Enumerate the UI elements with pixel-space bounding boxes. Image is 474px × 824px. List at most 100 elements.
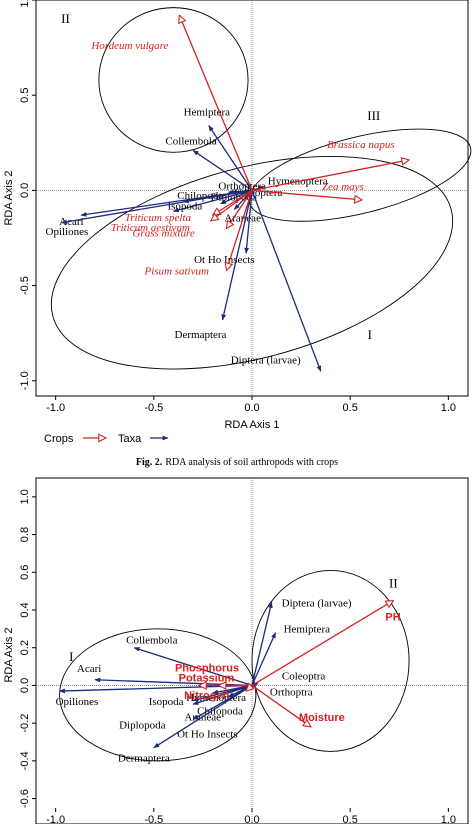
vectors: Diptera (larvae) Hemiptera Collembola Acari…	[56, 575, 401, 764]
legend: Crops Taxa	[44, 433, 169, 445]
y-tick-label: -0.6	[19, 789, 31, 808]
taxa-label-ot-ho-insects: Ot Ho Insects	[177, 728, 238, 740]
y-tick-label: -0.5	[19, 276, 31, 295]
env-vector-ph	[251, 601, 393, 686]
y-tick-label: 1.0	[19, 0, 31, 8]
y-tick-label: 0.2	[19, 640, 31, 655]
env-label-nitrogen: Nitrogen	[184, 690, 230, 702]
y-tick-label: 0.8	[19, 527, 31, 542]
caption-label: Fig. 2.	[136, 457, 163, 468]
crop-vector-triticum-aestivum	[211, 189, 253, 220]
taxa-label-coleoptra: Coleoptra	[282, 671, 325, 683]
taxa-label-opiliones: Opiliones	[46, 226, 89, 238]
group-ellipse-ii	[251, 569, 410, 752]
taxa-label-acari: Acari	[59, 216, 83, 228]
crop-vector-zea-mays	[251, 189, 362, 200]
taxa-vector-hemiptera	[251, 632, 277, 686]
y-tick-label: 0.5	[19, 88, 31, 103]
group-ellipses	[59, 569, 410, 762]
x-tick-label: -0.5	[144, 402, 163, 414]
rda-environment-plot: -1.0 -0.5 0.0 0.5 1.0 -0.6 -0.4 -0.2 0.0 0.2 0.4 0.…	[3, 477, 469, 824]
crop-label-triticum-spelta: Triticum spelta	[125, 212, 192, 224]
x-tick-label: 0.5	[343, 814, 358, 824]
taxa-label-isopoda: Isopoda	[149, 696, 184, 708]
taxa-label-hemiptera: Hemiptera	[284, 624, 331, 636]
x-tick-label: 0.0	[244, 814, 259, 824]
taxa-vector-collembola	[133, 647, 253, 687]
crop-vector-pisum-sativum	[226, 190, 253, 270]
env-label-phosphorus: Phosphorus	[175, 662, 239, 674]
taxa-label-ot-ho-insects: Ot Ho Insects	[194, 254, 255, 266]
crop-vector-grass-mixture	[226, 190, 253, 228]
x-tick-label: 0.0	[244, 402, 259, 414]
taxa-vector-diplopoda	[220, 189, 253, 205]
taxa-vector-dermaptera	[153, 684, 253, 749]
x-tick-label: -1.0	[46, 402, 65, 414]
x-tick-label: -0.5	[144, 814, 163, 824]
crop-vector-brassica-napus	[251, 160, 409, 192]
y-tick-label: -0.4	[19, 751, 31, 770]
x-tick-label: 1.0	[441, 402, 456, 414]
taxa-vector-collembola	[192, 149, 253, 191]
taxa-vector-dermaptera	[221, 190, 253, 321]
taxa-label-chilopoda: Chilopoda	[177, 190, 223, 202]
group-label-iii: III	[367, 108, 380, 123]
crop-label-triticum-aestivum: Triticum aestivum	[111, 222, 190, 234]
y-tick-label: 0.0	[19, 183, 31, 198]
taxa-label-acari: Acari	[77, 663, 101, 675]
taxa-label-diptera-larvae: Diptera (larvae)	[282, 597, 352, 609]
env-label-ph: PH	[385, 612, 400, 624]
vectors: HemipteraCollembolaHymenopteraOrthoptera…	[46, 11, 410, 372]
taxa-vector-diplopoda	[192, 684, 253, 702]
env-label-potassium: Potassium	[179, 672, 235, 684]
y-tick-label: 0.6	[19, 565, 31, 580]
x-tick-label: 1.0	[441, 814, 456, 824]
crop-label-brassica-napus: Brassica napus	[327, 139, 395, 151]
rda-crops-plot: -1.0 -0.5 0.0 0.5 1.0 -1.0 -0.5 0.0 0.5 1.0 Hemip…	[3, 0, 472, 431]
group-ellipse-i	[50, 155, 454, 370]
taxa-label-hemiptera: Hemiptera	[184, 107, 231, 119]
crop-label-pisum-sativum: Pisum sativum	[143, 265, 209, 277]
caption-text: RDA analysis of soil arthropods with cro…	[165, 457, 338, 468]
x-axis-label: RDA Axis 1	[224, 419, 279, 431]
y-tick-label: 0.4	[19, 602, 31, 617]
group-label-ii: II	[61, 11, 70, 26]
crop-label-zea-mays: Zea mays	[322, 181, 364, 193]
group-label-ii: II	[389, 575, 398, 590]
taxa-label-chilopoda: Chilopoda	[197, 705, 243, 717]
axis-ticks: -1.0 -0.5 0.0 0.5 1.0 -0.6 -0.4 -0.2 0.0 0.2 0.4 0.…	[19, 489, 456, 824]
legend-taxa-label: Taxa	[118, 433, 142, 445]
taxa-label-dermaptera: Dermaptera	[118, 753, 170, 765]
group-ellipse-ii	[98, 7, 249, 153]
taxa-label-opiliones: Opiliones	[56, 696, 99, 708]
figure-caption: Fig. 2. RDA analysis of soil arthropods w…	[136, 457, 338, 468]
taxa-label-diplopoda: Diplopoda	[119, 720, 166, 732]
taxa-label-diptera-larvae: Diptera (larvae)	[231, 354, 301, 366]
y-tick-label: -0.2	[19, 714, 31, 733]
crop-label-hordeum-vulgare: Hordeum vulgare	[90, 40, 168, 52]
taxa-vector-isopoda	[172, 189, 253, 213]
y-tick-label: 1.0	[19, 489, 31, 504]
taxa-vector-diptera-larvae	[251, 601, 273, 686]
group-ellipse-i	[59, 628, 257, 762]
group-label-i: I	[69, 649, 73, 664]
taxa-label-collembola: Collembola	[126, 635, 177, 647]
legend-crops-label: Crops	[44, 433, 74, 445]
taxa-vector-acari	[80, 189, 253, 217]
taxa-vector-hemiptera	[208, 125, 253, 191]
y-axis-label: RDA Axis 2	[3, 170, 15, 225]
group-label-i: I	[368, 327, 372, 342]
env-vector-nitrogen	[246, 685, 252, 691]
axis-ticks: -1.0 -0.5 0.0 0.5 1.0 -1.0 -0.5 0.0 0.5 1.0	[19, 0, 456, 414]
taxa-vector-ot-ho-insects	[244, 190, 253, 254]
env-vector-moisture	[251, 684, 311, 726]
taxa-vector-opiliones	[60, 189, 253, 225]
taxa-vector-diptera-larvae	[251, 190, 322, 372]
y-axis-label: RDA Axis 2	[3, 627, 15, 682]
taxa-label-dermaptera: Dermaptera	[175, 329, 227, 341]
env-label-moisture: Moisture	[299, 712, 345, 724]
x-tick-label: 0.5	[343, 402, 358, 414]
crop-label-grass-mixture: Grass mixture	[132, 227, 194, 239]
x-tick-label: -1.0	[46, 814, 65, 824]
